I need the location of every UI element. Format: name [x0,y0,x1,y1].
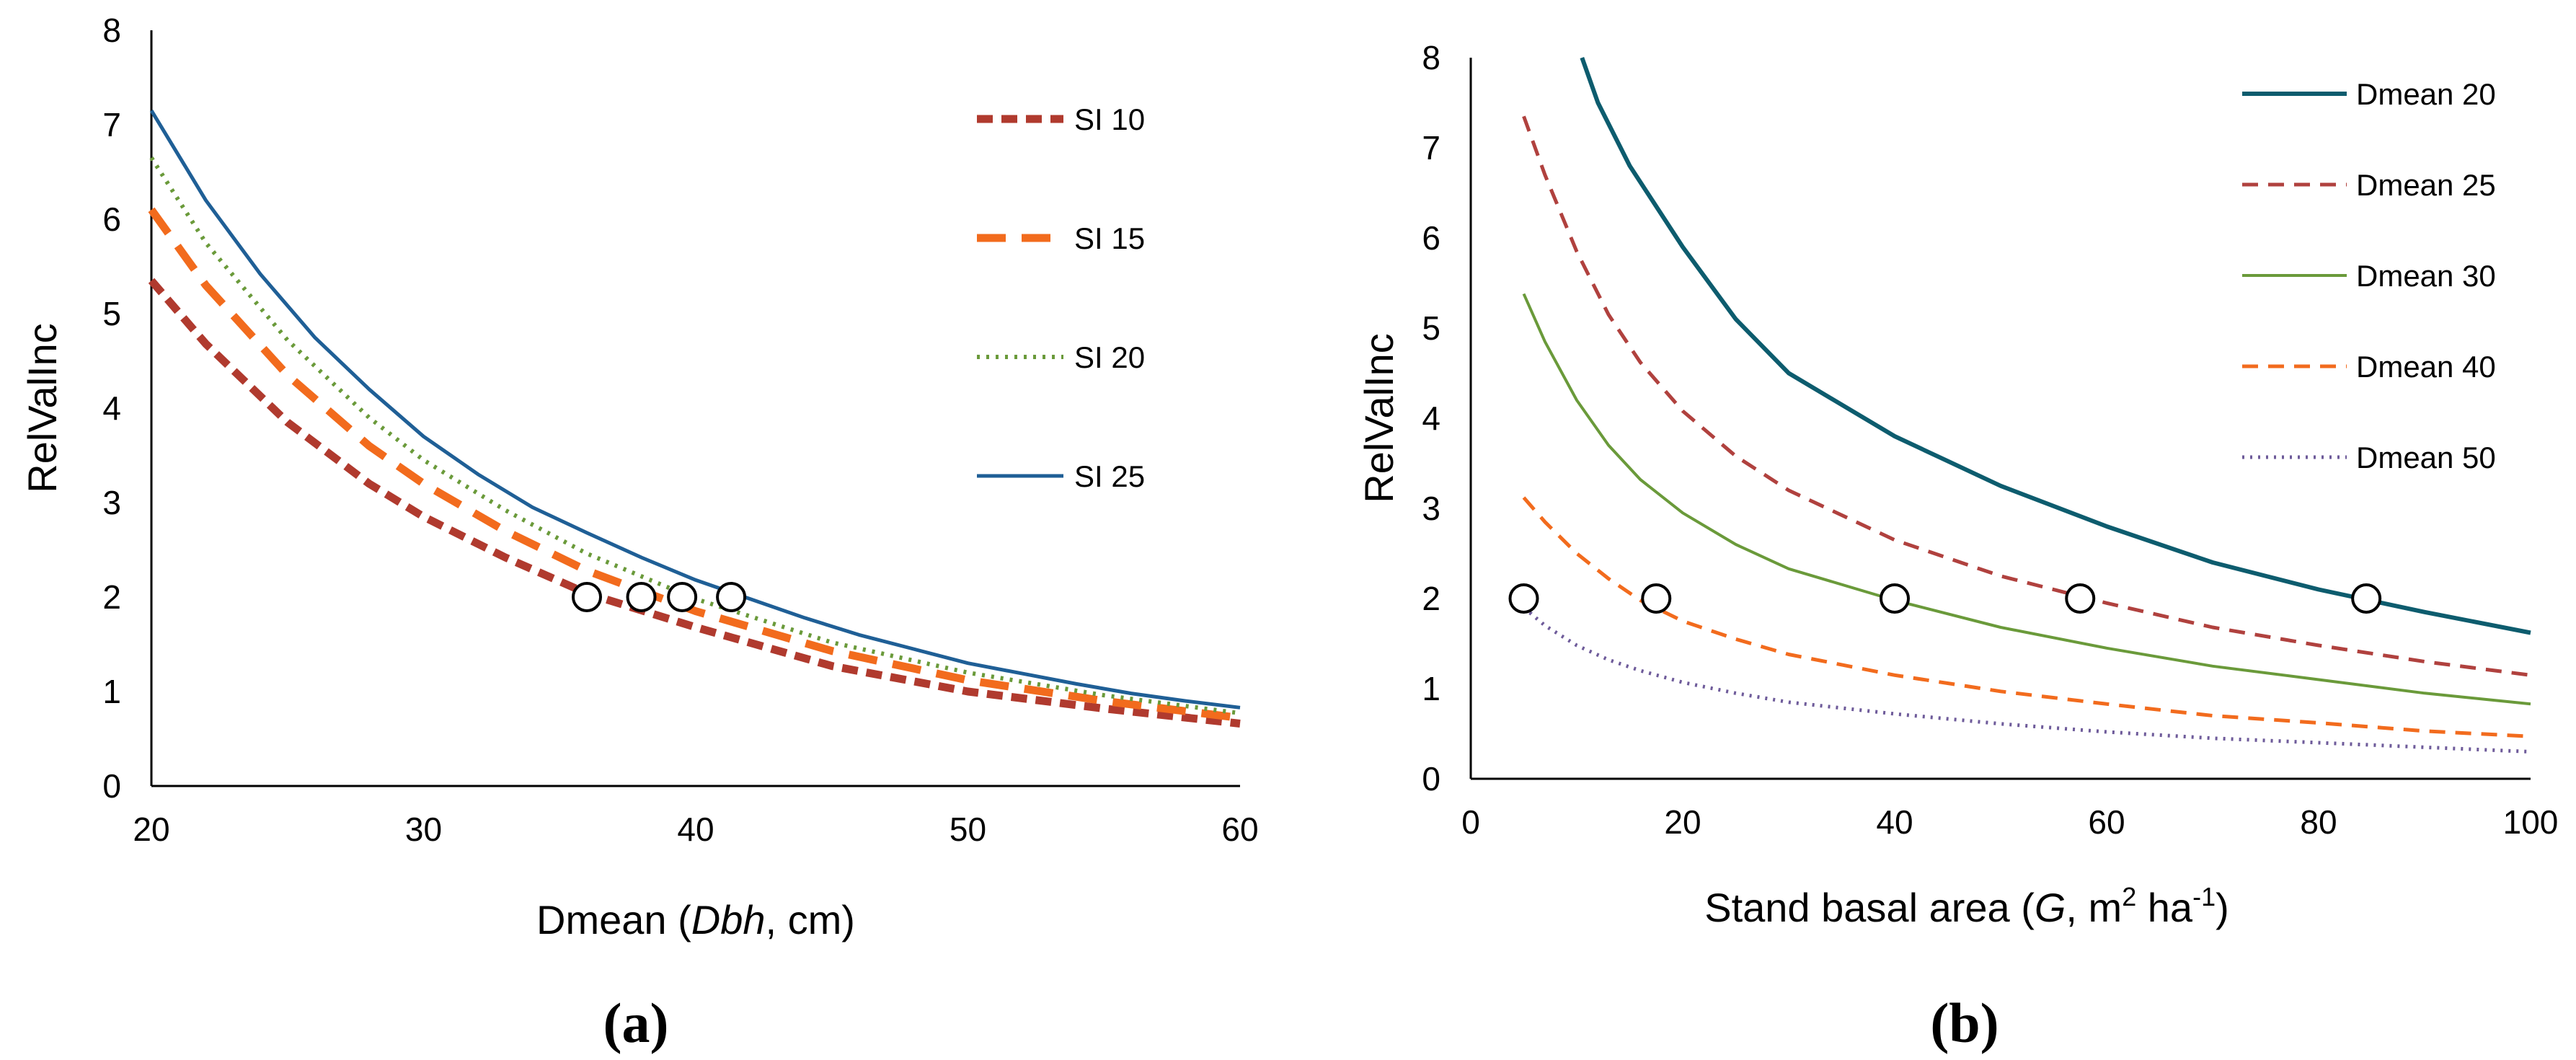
panel-b-x-label: Stand basal area (G, m2 ha-1) [1704,882,2229,930]
y-tick-label: 2 [102,578,121,616]
series-line-si-20 [149,156,1241,716]
series-line-si-10 [148,278,1241,728]
panel-b-x-label-part: ha [2136,885,2193,930]
threshold-marker [1641,583,1672,614]
panel-b-y-label: RelValInc [1356,333,1402,503]
legend-label: SI 25 [1074,459,1145,493]
y-tick-label: 1 [1422,670,1440,707]
series-line-dmean-40 [1522,496,2531,738]
x-tick-label: 40 [1876,803,1913,841]
panel-b-x-ticks: 0 20 40 60 80 100 [1461,803,2558,841]
y-tick-label: 6 [102,200,121,238]
panel-label-text: (b) [1930,991,1999,1054]
x-tick-label: 60 [1221,811,1258,848]
panel-a-x-label-part: , cm) [766,897,855,942]
threshold-marker [626,582,657,612]
y-tick-label: 7 [1422,129,1440,167]
panel-b-x-label-part: , m [2066,885,2122,930]
y-tick-label: 5 [1422,309,1440,347]
legend-label: Dmean 40 [2356,350,2496,384]
legend-label: SI 20 [1074,340,1145,374]
legend-label: Dmean 50 [2356,441,2496,474]
panel-a-markers [572,582,747,612]
legend-label: Dmean 20 [2356,77,2496,111]
y-tick-label: 1 [102,673,121,710]
series-line-dmean-20 [1580,56,2531,635]
panel-a-y-label: RelValInc [19,323,65,493]
panel-b-markers [1508,583,2382,614]
threshold-marker [2351,583,2382,614]
y-tick-label: 5 [102,295,121,332]
y-tick-label: 6 [1422,219,1440,257]
x-tick-label: 20 [1664,803,1701,841]
panel-a-x-label: Dmean (Dbh, cm) [536,897,855,942]
panel-b-y-ticks: 0 1 2 3 4 5 6 7 8 [1422,39,1440,798]
y-tick-label: 3 [102,484,121,521]
x-tick-label: 50 [950,811,986,848]
panel-b-series [1522,56,2531,754]
panel-b-x-label-part: ) [2216,885,2229,930]
series-line-dmean-50 [1522,606,2531,754]
panel-b-x-label-italic: G [2035,885,2066,930]
panel-label-text: (a) [603,991,669,1054]
series-line-dmean-30 [1522,293,2531,706]
y-tick-label: 4 [1422,399,1440,437]
series-line-si-25 [149,110,1241,710]
threshold-marker [716,582,747,612]
panel-b-legend: Dmean 20 Dmean 25 Dmean 30 Dmean 40 Dmean 50 [2242,77,2496,474]
y-tick-label: 2 [1422,580,1440,617]
x-tick-label: 80 [2300,803,2337,841]
y-tick-label: 8 [102,12,121,49]
panel-a: 0 1 2 3 4 5 6 7 8 20 30 40 50 60 SI 10 SI 15 SI 20 SI 2… [19,12,1259,1054]
y-tick-label: 0 [1422,760,1440,798]
threshold-marker [572,582,602,612]
x-tick-label: 20 [133,811,169,848]
x-tick-label: 0 [1461,803,1480,841]
panel-a-legend: SI 10 SI 15 SI 20 SI 25 [977,102,1145,493]
y-tick-label: 7 [102,106,121,143]
x-tick-label: 30 [405,811,442,848]
threshold-marker [1508,583,1539,614]
panel-b-x-label-part: Stand basal area ( [1704,885,2035,930]
series-line-si-15 [148,207,1241,723]
panel-b-label: (b) [1930,991,1999,1054]
threshold-marker [1880,583,1910,614]
y-tick-label: 3 [1422,490,1440,527]
panel-a-series [148,110,1241,728]
y-tick-label: 4 [102,389,121,427]
panel-a-x-label-part: Dmean ( [536,897,691,942]
threshold-marker [2065,583,2096,614]
panel-b-x-label-superscript: 2 [2122,882,2136,911]
legend-label: Dmean 25 [2356,168,2496,202]
legend-label: Dmean 30 [2356,259,2496,293]
threshold-marker [667,582,698,612]
panel-a-x-ticks: 20 30 40 50 60 [133,811,1258,848]
x-tick-label: 60 [2088,803,2125,841]
legend-label: SI 15 [1074,221,1145,255]
panel-a-x-label-italic: Dbh [691,897,766,942]
y-tick-label: 8 [1422,39,1440,76]
panel-a-y-ticks: 0 1 2 3 4 5 6 7 8 [102,12,121,805]
y-tick-label: 0 [102,767,121,805]
series-line-dmean-25 [1522,115,2531,677]
panel-a-label: (a) [603,991,669,1054]
x-tick-label: 100 [2503,803,2559,841]
x-tick-label: 40 [677,811,714,848]
panel-b-x-label-superscript: -1 [2192,882,2216,911]
legend-label: SI 10 [1074,102,1145,136]
